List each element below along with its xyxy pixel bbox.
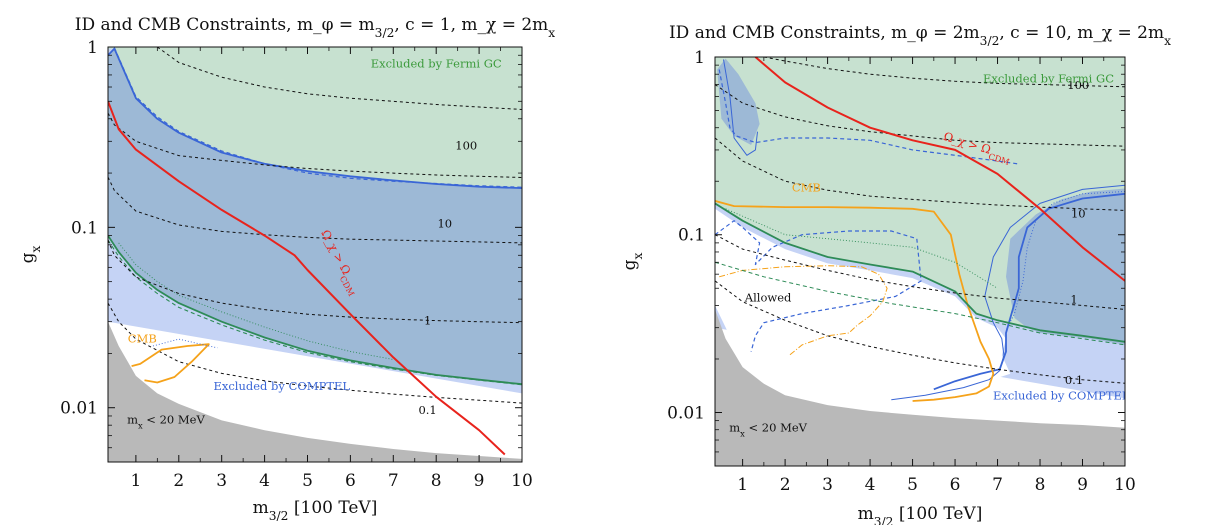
x-tick-label: 9 bbox=[1077, 475, 1088, 495]
x-tick-label: 7 bbox=[388, 471, 399, 491]
chart-title: ID and CMB Constraints, m_φ = m3/2, c = … bbox=[75, 15, 556, 40]
right-panel: 100 10 1 0.1 Excluded by Fermi GC Excluded by… bbox=[620, 23, 1171, 525]
series-line-14 bbox=[715, 261, 1125, 346]
region-label-fermi: Excluded by Fermi GC bbox=[983, 71, 1114, 85]
plot-frame bbox=[107, 46, 523, 463]
region-fill-1 bbox=[108, 47, 522, 189]
y-tick-label: 0.01 bbox=[60, 399, 98, 419]
series-line-16 bbox=[763, 57, 1125, 88]
contour-label: 1 bbox=[424, 313, 431, 327]
y-tick-label: 0.1 bbox=[71, 218, 98, 238]
x-tick-label: 2 bbox=[173, 471, 184, 491]
series-line-5 bbox=[933, 192, 1125, 391]
x-tick-label: 5 bbox=[907, 475, 918, 495]
x-tick-label: 3 bbox=[822, 475, 833, 495]
series-line-20 bbox=[715, 280, 1125, 384]
series-line-10 bbox=[723, 59, 758, 156]
series-line-18 bbox=[715, 137, 1125, 211]
region-label-fermi: Excluded by Fermi GC bbox=[371, 56, 502, 70]
x-tick-label: 7 bbox=[992, 475, 1003, 495]
x-tick-label: 9 bbox=[474, 471, 485, 491]
x-tick-label: 8 bbox=[431, 471, 442, 491]
region-label-cmb: CMB bbox=[792, 181, 821, 195]
series-line-7 bbox=[118, 242, 394, 360]
contour-label: 100 bbox=[1067, 78, 1089, 92]
left-panel: 100 10 1 0.1 Excluded by Fermi GC Excluded by… bbox=[18, 15, 555, 523]
y-tick-label: 0.1 bbox=[678, 226, 705, 246]
series-line-4 bbox=[113, 47, 522, 188]
region-label-cmb: CMB bbox=[128, 331, 157, 345]
region-fill-2 bbox=[715, 208, 1011, 391]
x-tick-label: 10 bbox=[511, 471, 533, 491]
y-axis-label: gx bbox=[18, 246, 43, 264]
chart-title: ID and CMB Constraints, m_φ = 2m3/2, c =… bbox=[669, 23, 1171, 48]
contour-label: 1 bbox=[1070, 293, 1077, 307]
plot-area: 100 10 1 0.1 Excluded by Fermi GC Excluded by… bbox=[108, 47, 522, 462]
series-line-21 bbox=[754, 57, 1125, 282]
x-tick-label: 10 bbox=[1114, 475, 1136, 495]
x-tick-label: 2 bbox=[780, 475, 791, 495]
y-tick-label: 1 bbox=[87, 38, 98, 58]
x-tick-label: 4 bbox=[865, 475, 876, 495]
x-tick-label: 5 bbox=[302, 471, 313, 491]
contour-label: 0.1 bbox=[1065, 373, 1083, 387]
series-line-9 bbox=[108, 112, 522, 178]
series-line-14 bbox=[131, 343, 210, 384]
y-axis-label: gx bbox=[620, 253, 645, 271]
series-line-17 bbox=[715, 84, 1125, 147]
series-line-12 bbox=[719, 265, 888, 356]
series-line-8 bbox=[718, 69, 1019, 165]
x-tick-label: 6 bbox=[950, 475, 961, 495]
region-label-comptel: Excluded by COMPTEL bbox=[213, 379, 350, 393]
series-line-15 bbox=[725, 208, 998, 289]
region-fill-16 bbox=[108, 321, 522, 462]
region-fill-2 bbox=[108, 48, 522, 385]
series-line-6 bbox=[891, 184, 1125, 401]
y-tick-label: 0.01 bbox=[667, 403, 705, 423]
series-line-11 bbox=[108, 239, 522, 324]
contour-label: 10 bbox=[1071, 207, 1086, 221]
series-line-9 bbox=[715, 220, 922, 352]
region-label-allowed: Allowed bbox=[744, 291, 792, 305]
plot-area: 100 10 1 0.1 Excluded by Fermi GC Excluded by… bbox=[715, 57, 1130, 466]
series-line-10 bbox=[108, 176, 522, 244]
x-tick-label: 8 bbox=[1035, 475, 1046, 495]
y-tick-label: 1 bbox=[694, 48, 705, 68]
region-label-mx: mx < 20 MeV bbox=[729, 421, 807, 439]
region-fill-22 bbox=[715, 309, 1125, 466]
series-line-6 bbox=[108, 239, 522, 386]
region-fill-4 bbox=[717, 58, 760, 145]
region-fill-3 bbox=[1006, 188, 1125, 345]
series-line-15 bbox=[152, 338, 218, 349]
series-line-13 bbox=[108, 100, 506, 456]
x-tick-label: 1 bbox=[130, 471, 141, 491]
x-tick-label: 4 bbox=[259, 471, 270, 491]
x-tick-label: 6 bbox=[345, 471, 356, 491]
series-line-12 bbox=[108, 302, 522, 404]
region-label-comptel: Excluded by COMPTEL bbox=[993, 389, 1130, 403]
x-axis-label: m3/2 [100 TeV] bbox=[253, 498, 378, 523]
series-line-19 bbox=[715, 234, 1125, 310]
contour-label: 10 bbox=[437, 216, 452, 230]
contour-label: 0.1 bbox=[418, 403, 436, 417]
series-line-8 bbox=[157, 47, 522, 110]
series-line-13 bbox=[715, 202, 1125, 343]
x-tick-label: 3 bbox=[216, 471, 227, 491]
plot-frame bbox=[714, 56, 1126, 467]
x-tick-label: 1 bbox=[737, 475, 748, 495]
contour-label: 100 bbox=[455, 139, 477, 153]
x-axis-label: m3/2 [100 TeV] bbox=[858, 504, 983, 525]
series-line-11 bbox=[715, 200, 995, 402]
region-label-mx: mx < 20 MeV bbox=[127, 412, 205, 430]
series-line-7 bbox=[1005, 191, 1125, 331]
